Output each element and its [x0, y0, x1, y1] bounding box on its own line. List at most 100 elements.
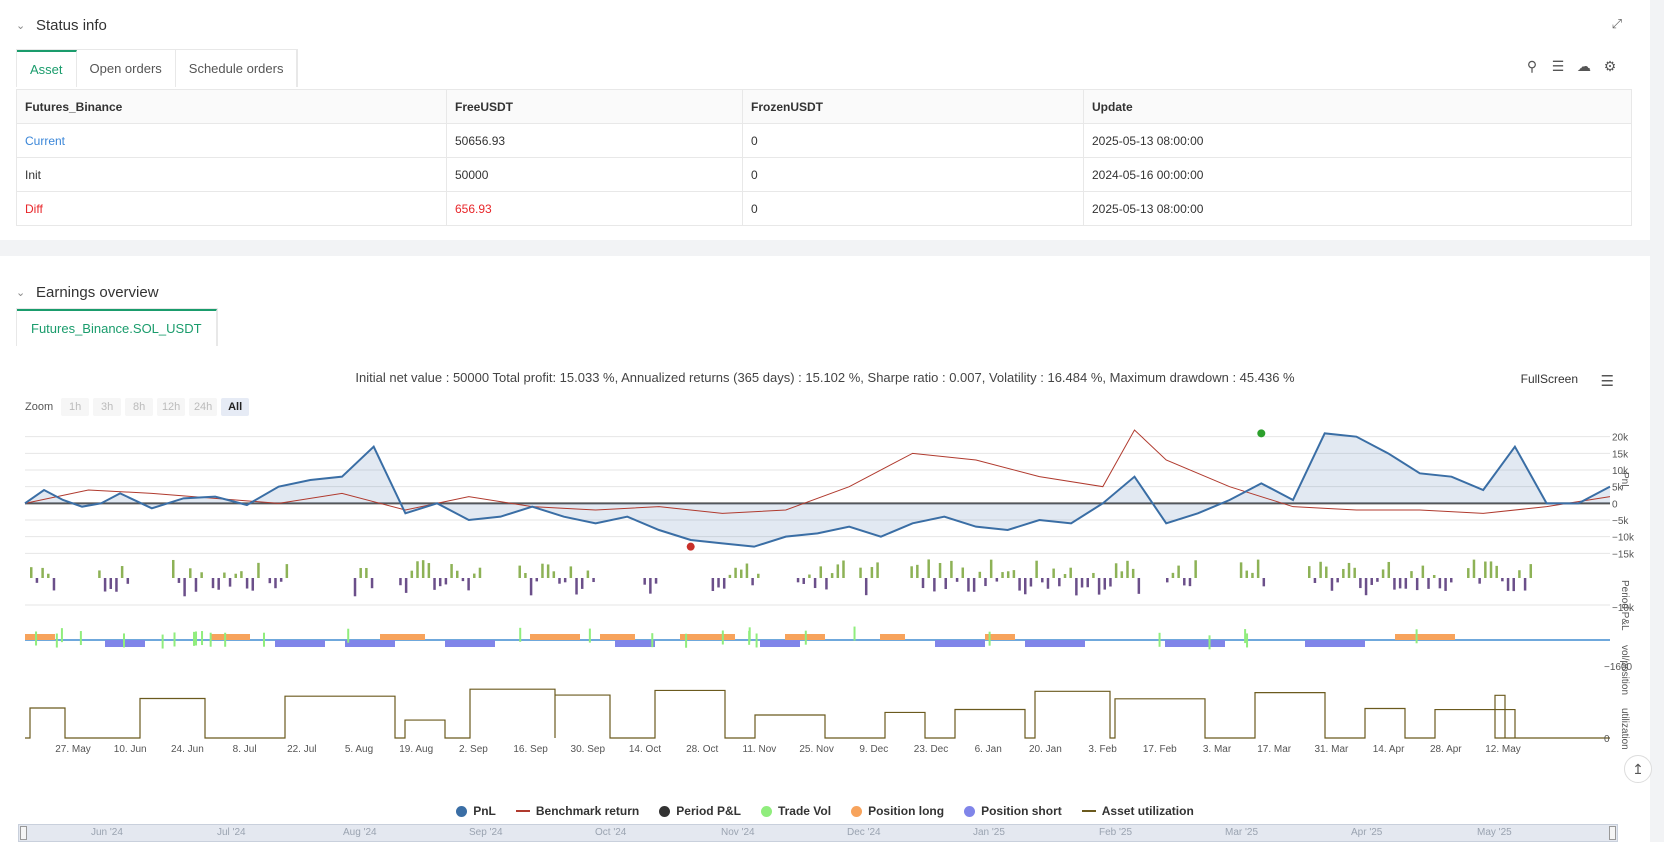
tab-schedule-orders[interactable]: Schedule orders	[176, 50, 298, 87]
trade-vol-bar	[224, 632, 227, 647]
trade-vol-bar	[755, 633, 758, 648]
fullscreen-button[interactable]: FullScreen	[1520, 372, 1578, 386]
period-bar	[115, 578, 118, 592]
zoom-all-button[interactable]: All	[221, 398, 250, 416]
chart-summary: Initial net value : 50000 Total profit: …	[355, 370, 1295, 385]
table-row: Current 50656.93 0 2025-05-13 08:00:00	[16, 123, 1632, 158]
period-bar	[1251, 572, 1254, 578]
utilization-line	[25, 688, 1610, 739]
period-bar	[802, 578, 805, 584]
period-bar	[916, 564, 919, 578]
period-bar	[1080, 578, 1084, 588]
period-bar	[1376, 578, 1379, 582]
legend-position-short[interactable]: Position short	[964, 804, 1062, 818]
list-icon[interactable]: ☰	[1551, 58, 1565, 74]
period-bar	[967, 578, 970, 592]
zoom-8h-button[interactable]: 8h	[125, 398, 154, 416]
period-bar	[751, 578, 754, 586]
utilization-steps	[25, 688, 1610, 739]
short-bar	[345, 640, 395, 647]
period-bar	[1029, 578, 1033, 587]
cloud-download-icon[interactable]: ☁	[1577, 58, 1591, 74]
period-bar	[1523, 578, 1527, 591]
legend-period-pnl[interactable]: Period P&L	[659, 804, 741, 818]
short-bar	[445, 640, 495, 647]
legend-benchmark[interactable]: Benchmark return	[515, 804, 639, 818]
period-bar	[1183, 578, 1186, 586]
period-bar	[518, 565, 521, 578]
period-bar	[825, 578, 828, 590]
legend-trade-vol[interactable]: Trade Vol	[760, 804, 831, 818]
row-label-current[interactable]: Current	[16, 123, 447, 158]
pnl-tick-label: −10k	[1612, 533, 1635, 544]
period-bar	[245, 578, 249, 589]
tab-asset[interactable]: Asset	[17, 50, 77, 87]
search-icon[interactable]: ⚲	[1526, 58, 1538, 74]
cell-free: 50656.93	[446, 123, 743, 158]
period-bar	[1006, 571, 1010, 578]
tab-sol-usdt[interactable]: Futures_Binance.SOL_USDT	[17, 309, 217, 346]
zoom-12h-button[interactable]: 12h	[157, 398, 186, 416]
period-bar	[421, 560, 425, 578]
trade-vol-bar	[1244, 629, 1247, 644]
zoom-24h-button[interactable]: 24h	[189, 398, 218, 416]
period-bar	[177, 578, 181, 583]
range-navigator[interactable]: Jun '24 Jul '24 Aug '24 Sep '24 Oct '24 Nov '…	[18, 824, 1618, 842]
period-bar	[1177, 565, 1180, 578]
trade-vol-bar	[1208, 635, 1211, 650]
cell-free: 656.93	[446, 191, 743, 226]
tab-open-orders[interactable]: Open orders	[77, 50, 176, 87]
navigator-label: Jul '24	[217, 827, 246, 838]
util-tick-label: 0	[1604, 734, 1610, 745]
zoom-1h-button[interactable]: 1h	[61, 398, 90, 416]
navigator-label: Dec '24	[847, 827, 881, 838]
period-bar	[359, 567, 362, 578]
settings-icon[interactable]: ⚙	[1603, 58, 1617, 74]
chevron-down-icon[interactable]: ⌄	[16, 286, 26, 299]
period-bar	[1421, 565, 1425, 578]
period-bar	[575, 578, 578, 595]
period-bar	[103, 578, 107, 592]
period-bar	[183, 578, 186, 597]
period-bar	[433, 578, 436, 590]
x-tick-label: 2. Sep	[459, 744, 488, 755]
period-bar	[473, 573, 476, 578]
x-tick-label: 3. Feb	[1088, 744, 1117, 755]
earnings-panel: ⌄ Earnings overview Futures_Binance.SOL_…	[0, 256, 1650, 842]
legend-label: Position short	[981, 804, 1062, 818]
chart-lines	[24, 429, 1611, 551]
chevron-down-icon[interactable]: ⌄	[16, 19, 26, 32]
legend-asset-utilization[interactable]: Asset utilization	[1081, 804, 1194, 818]
chart-legend: PnL Benchmark return Period P&L Trade Vo…	[0, 804, 1650, 818]
period-bar	[649, 578, 652, 594]
legend-line-icon	[1081, 810, 1096, 812]
navigator-label: Feb '25	[1099, 827, 1133, 838]
navigator-right-handle[interactable]	[1609, 826, 1616, 840]
period-bar	[535, 578, 539, 582]
period-bar	[1069, 567, 1072, 578]
period-bar	[933, 578, 936, 592]
period-bar	[353, 578, 357, 597]
period-bar	[836, 564, 840, 578]
period-bar	[830, 573, 834, 578]
collapse-icon[interactable]: ⤢	[1611, 16, 1622, 31]
earnings-header[interactable]: ⌄ Earnings overview	[16, 282, 159, 302]
period-bar	[717, 578, 720, 588]
period-bar	[98, 570, 101, 578]
period-bar	[1256, 559, 1260, 578]
navigator-left-handle[interactable]	[20, 826, 27, 840]
navigator-label: Aug '24	[343, 827, 377, 838]
period-bar	[859, 567, 862, 578]
pnl-tick-label: 0	[1612, 499, 1618, 510]
menu-icon[interactable]: ☰	[1600, 373, 1614, 390]
legend-pnl[interactable]: PnL	[456, 804, 496, 818]
x-tick-label: 14. Oct	[629, 744, 661, 755]
zoom-3h-button[interactable]: 3h	[93, 398, 122, 416]
table-row: Init 50000 0 2024-05-16 00:00:00	[16, 157, 1632, 192]
legend-label: Position long	[868, 804, 945, 818]
status-header[interactable]: ⌄ Status info	[16, 15, 107, 35]
table-header-row: Futures_Binance FreeUSDT FrozenUSDT Upda…	[16, 89, 1632, 124]
period-bar	[1035, 560, 1038, 578]
scroll-to-top-button[interactable]: ↥	[1624, 755, 1652, 783]
legend-position-long[interactable]: Position long	[851, 804, 944, 818]
